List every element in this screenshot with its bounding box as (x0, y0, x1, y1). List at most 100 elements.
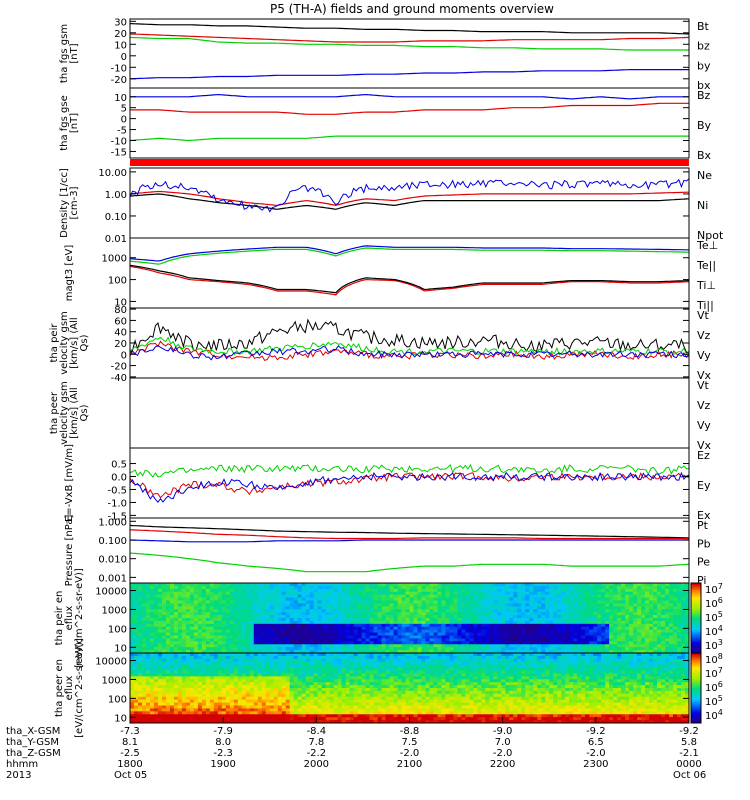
spectrogram-cell (249, 676, 255, 680)
spectrogram-cell (313, 688, 319, 692)
spectrogram-cell (309, 673, 315, 677)
spectrogram-cell (509, 606, 514, 610)
spectrogram-cell (565, 591, 570, 596)
spectrogram-cell (541, 623, 546, 628)
spectrogram-cell (305, 696, 311, 701)
spectrogram-cell (669, 600, 674, 604)
y-tick-label: 30 (114, 17, 127, 28)
spectrogram-cell (237, 670, 243, 674)
spectrogram-cell (157, 658, 163, 663)
spectrogram-cell (405, 588, 410, 593)
spectrogram-cell (585, 612, 590, 616)
spectrogram-cell (205, 650, 211, 654)
spectrogram-cell (605, 632, 610, 636)
spectrogram-cell (373, 583, 378, 587)
spectrogram-cell (253, 720, 259, 724)
spectrogram-cell (221, 583, 227, 587)
spectrogram-cell (269, 623, 275, 628)
spectrogram-cell (621, 591, 626, 596)
spectrogram-cell (137, 699, 143, 703)
spectrogram-cell (301, 609, 307, 613)
spectrogram-cell (169, 600, 175, 604)
spectrogram-cell (433, 591, 438, 596)
spectrogram-cell (597, 647, 602, 651)
spectrogram-cell (281, 658, 287, 663)
spectrogram-cell (661, 585, 666, 590)
spectrogram-cell (221, 702, 227, 706)
spectrogram-cell (377, 606, 382, 610)
spectrogram-cell (229, 618, 235, 622)
spectrogram-cell (193, 632, 199, 636)
spectrogram-cell (637, 609, 642, 613)
spectrogram-cell (209, 676, 215, 680)
spectrogram-cell (165, 606, 171, 610)
spectrogram-cell (181, 720, 187, 724)
spectrogram-cell (553, 618, 558, 622)
spectrogram-cell (229, 702, 235, 706)
spectrogram-cell (193, 606, 199, 610)
spectrogram-cell (257, 650, 263, 654)
spectrogram-cell (257, 591, 263, 596)
spectrogram-cell (389, 588, 394, 593)
spectrogram-cell (321, 711, 327, 715)
y-tick-label: 0.010 (98, 555, 127, 566)
spectrogram-cell (301, 653, 307, 657)
spectrogram-cell (265, 673, 271, 677)
spectrogram-cell (669, 603, 674, 607)
spectrogram-cell (189, 717, 195, 721)
colorbar-segment (691, 614, 701, 617)
spectrogram-cell (205, 682, 211, 686)
spectrogram-cell (629, 612, 634, 616)
spectrogram-cell (281, 655, 287, 660)
spectrogram-cell (130, 632, 135, 636)
spectrogram-cell (621, 612, 626, 616)
spectrogram-cell (517, 609, 522, 613)
spectrogram-cell (181, 629, 187, 633)
spectrogram-cell (477, 609, 482, 613)
spectrogram-cell (233, 647, 239, 651)
spectrogram-cell (169, 635, 175, 639)
spectrogram-cell (385, 594, 390, 598)
spectrogram-cell (449, 615, 454, 619)
spectrogram-cell (433, 623, 438, 628)
spectrogram-cell (193, 655, 199, 660)
spectrogram-cell (189, 632, 195, 636)
spectrogram-cell (130, 609, 135, 613)
spectrogram-cell (149, 688, 155, 692)
spectrogram-cell (273, 638, 279, 642)
spectrogram-cell (537, 594, 542, 598)
spectrogram-cell (293, 594, 299, 598)
spectrogram-cell (337, 708, 343, 712)
spectrogram-cell (285, 606, 291, 610)
spectrogram-cell (501, 638, 506, 642)
spectrogram-cell (205, 673, 211, 677)
spectrogram-cell (397, 618, 402, 622)
spectrogram-cell (525, 623, 530, 628)
spectrogram-cell (185, 714, 191, 718)
spectrogram-cell (513, 644, 518, 648)
spectrogram-cell (225, 597, 231, 601)
spectrogram-cell (505, 632, 510, 636)
spectrogram-cell (409, 623, 414, 628)
spectrogram-cell (453, 623, 458, 628)
spectrogram-cell (521, 597, 526, 601)
spectrogram-cell (289, 693, 295, 698)
spectrogram-cell (181, 682, 187, 686)
spectrogram-cell (141, 702, 147, 706)
spectrogram-cell (557, 623, 562, 628)
spectrogram-cell (133, 597, 139, 601)
spectrogram-cell (277, 688, 283, 692)
spectrogram-cell (217, 682, 223, 686)
spectrogram-cell (153, 606, 159, 610)
spectrogram-cell (157, 699, 163, 703)
spectrogram-cell (253, 635, 259, 639)
spectrogram-cell (229, 629, 235, 633)
spectrogram-cell (185, 629, 191, 633)
spectrogram-cell (285, 632, 291, 636)
spectrogram-cell (281, 690, 287, 695)
spectrogram-cell (261, 615, 267, 619)
spectrogram-cell (537, 603, 542, 607)
spectrogram-cell (361, 620, 366, 625)
spectrogram-cell (137, 594, 143, 598)
spectrogram-cell (377, 623, 382, 628)
